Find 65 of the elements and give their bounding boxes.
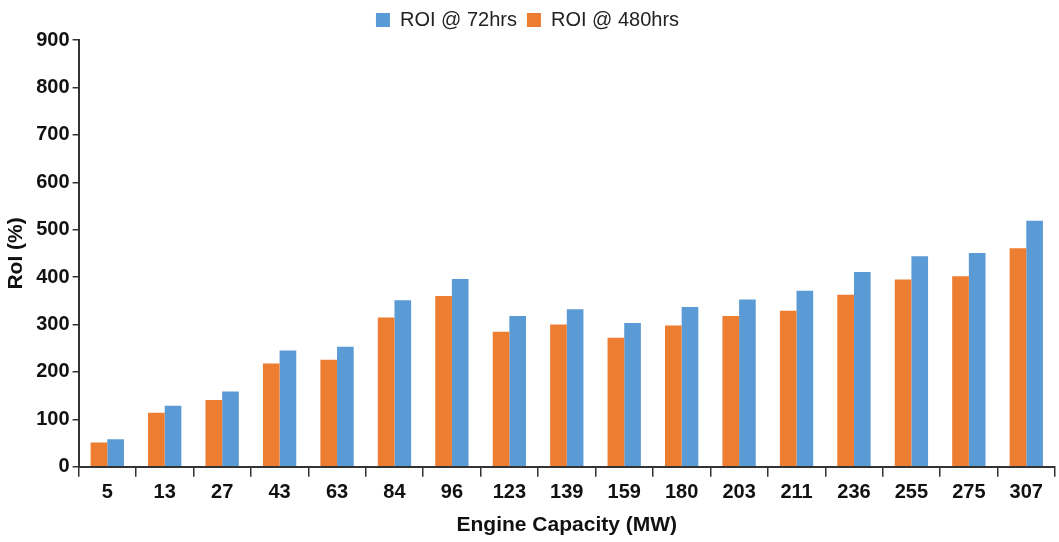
bar — [681, 306, 699, 467]
bar — [222, 391, 239, 467]
y-tick-label: 100 — [36, 406, 70, 429]
bar — [107, 439, 124, 467]
bar — [205, 399, 223, 467]
legend-label: ROI @ 72hrs — [399, 7, 517, 30]
y-tick-label: 500 — [36, 217, 70, 240]
bar — [607, 337, 625, 467]
bar — [624, 323, 641, 467]
y-tick-label: 400 — [36, 264, 70, 287]
bar — [451, 279, 469, 467]
bar — [550, 324, 567, 467]
bar — [394, 300, 412, 467]
bar — [164, 405, 182, 467]
bar — [566, 309, 584, 467]
bar — [279, 350, 297, 467]
x-tick-label: 123 — [492, 480, 527, 503]
x-axis-title: Engine Capacity (MW) — [456, 512, 678, 536]
x-tick-label: 63 — [325, 480, 349, 503]
bar — [337, 346, 354, 467]
bar — [796, 290, 814, 467]
x-tick-label: 27 — [211, 480, 234, 503]
bar — [492, 331, 510, 467]
y-tick-label: 0 — [58, 454, 70, 477]
bar — [90, 442, 108, 467]
bar — [911, 256, 929, 467]
bar — [1026, 220, 1043, 467]
legend-label: ROI @ 480hrs — [550, 7, 680, 30]
x-tick-label: 307 — [1009, 480, 1043, 503]
x-tick-label: 139 — [550, 480, 584, 503]
bar — [779, 310, 797, 467]
x-tick-label: 13 — [153, 480, 176, 503]
x-tick-label: 211 — [780, 480, 813, 503]
x-tick-label: 275 — [952, 480, 986, 503]
y-axis-title: RoI (%) — [3, 217, 27, 290]
x-tick-label: 159 — [607, 480, 641, 503]
y-tick-label: 200 — [36, 359, 70, 382]
bar — [722, 316, 740, 467]
y-tick-label: 900 — [36, 27, 70, 50]
x-tick-label: 96 — [440, 480, 464, 503]
y-tick-label: 800 — [36, 74, 70, 97]
bar — [739, 299, 756, 467]
y-tick-label: 300 — [36, 312, 70, 335]
x-tick-label: 255 — [894, 480, 929, 503]
x-tick-label: 180 — [664, 480, 699, 503]
bar — [320, 359, 338, 467]
y-tick-label: 700 — [36, 122, 70, 145]
bar — [837, 294, 854, 467]
bar — [665, 325, 682, 467]
x-tick-label: 236 — [837, 480, 871, 503]
bar — [952, 276, 969, 467]
x-tick-label: 84 — [383, 480, 407, 503]
x-tick-label: 203 — [722, 480, 756, 503]
bar — [435, 296, 452, 467]
x-tick-label: 5 — [101, 480, 113, 503]
bar — [853, 271, 871, 467]
bar — [894, 279, 912, 467]
x-tick-label: 43 — [268, 480, 291, 503]
bar — [1009, 248, 1027, 467]
bar — [968, 252, 986, 467]
y-tick-label: 600 — [36, 169, 70, 192]
bar — [509, 316, 526, 467]
bar — [148, 412, 165, 467]
bar — [262, 363, 280, 467]
bar — [377, 317, 395, 467]
